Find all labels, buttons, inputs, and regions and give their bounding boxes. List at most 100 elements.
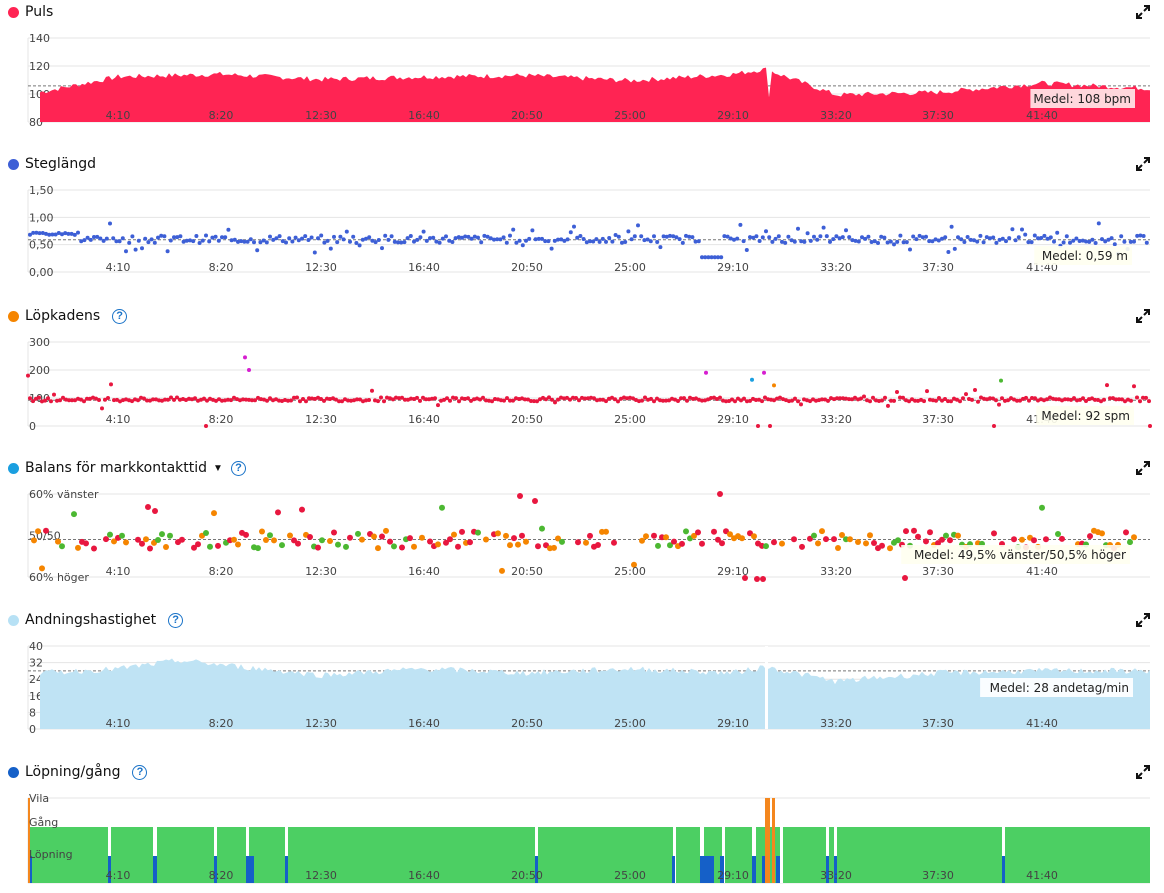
steglangd-point — [44, 231, 48, 236]
expand-arrows-icon[interactable] — [1136, 157, 1150, 171]
kadens-point — [313, 396, 317, 401]
kadens-point — [412, 397, 416, 401]
kadens-point — [811, 397, 815, 402]
steglangd-point — [853, 238, 858, 243]
expand-arrows-icon[interactable] — [1136, 613, 1150, 627]
kadens-point — [1030, 396, 1034, 400]
steglangd-legend-dot — [8, 158, 19, 170]
kadens-point — [439, 398, 443, 403]
balans-point — [135, 536, 141, 543]
kadens-point — [565, 395, 569, 400]
x-tick-label: 20:50 — [511, 413, 543, 426]
balans-point — [327, 538, 333, 544]
kadens-point — [352, 398, 356, 403]
steglangd-point — [687, 234, 692, 239]
steglangd-point — [773, 236, 778, 241]
x-tick-label: 29:10 — [717, 261, 749, 274]
question-circle-icon[interactable]: ? — [230, 460, 246, 476]
steglangd-point — [447, 238, 452, 243]
steglangd-section: Steglängd 1,50 1,00 0,50 0,00 4:10 8:20 12:30 1… — [0, 152, 1164, 304]
steglangd-point — [610, 239, 615, 244]
steglangd-point — [1141, 234, 1146, 238]
steglangd-point — [940, 236, 944, 241]
balans-point — [295, 540, 301, 547]
steglangd-point — [440, 236, 445, 241]
kadens-point — [343, 397, 347, 402]
steglangd-point — [764, 229, 768, 234]
caret-down-icon[interactable]: ▼ — [213, 462, 223, 474]
mean-label-bg — [901, 545, 1130, 564]
steglangd-point — [34, 230, 39, 235]
question-circle-icon[interactable]: ? — [112, 308, 128, 324]
steglangd-point — [325, 238, 330, 243]
kadens-point — [661, 398, 665, 403]
kadens-point — [346, 398, 350, 403]
kadens-point — [574, 396, 578, 400]
expand-arrows-icon[interactable] — [1136, 461, 1150, 475]
kadens-point — [190, 397, 194, 402]
steglangd-point — [28, 232, 32, 237]
rest-bar — [772, 798, 775, 883]
balans-point — [663, 534, 669, 541]
kadens-point — [856, 397, 860, 402]
steglangd-point — [565, 237, 570, 242]
balans-point — [467, 539, 473, 546]
steglangd-point — [37, 231, 42, 236]
steglangd-point — [140, 246, 144, 251]
x-tick-label: 12:30 — [305, 565, 337, 578]
kadens-point — [1144, 395, 1148, 400]
question-circle-icon[interactable]: ? — [168, 612, 184, 628]
steglangd-point — [1032, 233, 1037, 238]
x-tick-label: 16:40 — [408, 869, 440, 882]
x-tick-label: 33:20 — [820, 261, 852, 274]
expand-arrows-icon[interactable] — [1136, 5, 1150, 19]
x-tick-label: 25:00 — [614, 869, 646, 882]
steglangd-point — [911, 234, 916, 239]
kadens-point — [724, 399, 728, 404]
steglangd-point — [1135, 233, 1140, 238]
steglangd-point — [741, 239, 746, 244]
steglangd-point — [872, 239, 877, 244]
kadens-point — [1084, 399, 1088, 403]
expand-arrows-icon[interactable] — [1136, 765, 1150, 779]
steglangd-point — [296, 238, 301, 243]
balans-point — [611, 539, 617, 546]
steglangd-point — [712, 255, 717, 260]
kadens-point — [199, 397, 203, 402]
balans-point — [495, 530, 501, 537]
rest-bar — [765, 798, 770, 883]
kadens-point — [1060, 398, 1064, 403]
kadens-point — [427, 397, 431, 402]
steglangd-point — [293, 235, 298, 240]
steglangd-point — [914, 237, 919, 242]
kadens-point — [523, 397, 527, 402]
y-tick-label: 24 — [29, 673, 43, 686]
balans-point — [399, 544, 405, 551]
gap — [752, 827, 756, 883]
question-circle-icon[interactable]: ? — [132, 764, 148, 780]
kadens-point — [322, 398, 326, 403]
andning-section: Andningshastighet ? 40 32 24 16 8 0 4:10 8:20 12… — [0, 608, 1164, 760]
steglangd-point — [696, 239, 701, 244]
balans-point — [279, 542, 285, 549]
kadens-point — [481, 395, 485, 400]
steglangd-point — [424, 238, 429, 243]
expand-arrows-icon[interactable] — [1136, 309, 1150, 323]
kadens-point — [241, 397, 245, 402]
kadens-point — [704, 370, 708, 375]
kadens-point — [706, 397, 710, 402]
balans-title[interactable]: Balans för markkontakttid — [25, 460, 208, 476]
kadens-point — [1012, 397, 1016, 402]
kadens-point — [979, 395, 983, 400]
kadens-point — [598, 397, 602, 402]
gap — [246, 827, 249, 883]
steglangd-point — [1036, 236, 1040, 241]
kadens-point — [1054, 397, 1058, 402]
steglangd-point — [514, 240, 519, 245]
steglangd-point — [79, 239, 84, 244]
steglangd-point — [357, 243, 362, 248]
kadens-point — [601, 397, 605, 402]
steglangd-point — [143, 236, 148, 241]
steglangd-point — [1000, 236, 1005, 241]
balans-point — [760, 576, 766, 582]
